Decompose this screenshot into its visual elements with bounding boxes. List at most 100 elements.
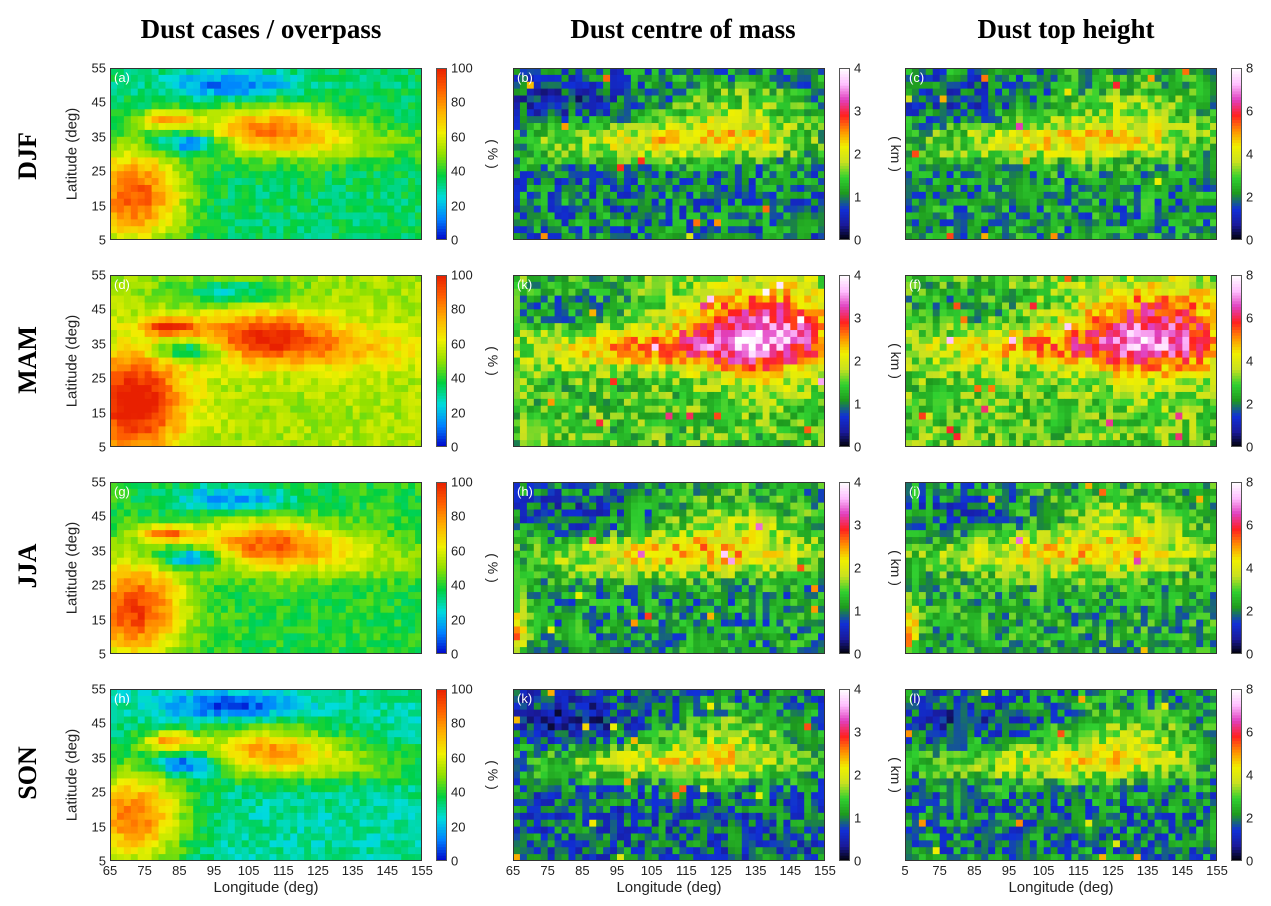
heatmap-cell — [359, 426, 367, 434]
heatmap-cell — [561, 212, 569, 220]
heatmap-cell — [387, 184, 395, 193]
heatmap-cell — [755, 150, 763, 158]
heatmap-cell — [1036, 88, 1045, 96]
heatmap-cell — [700, 219, 708, 227]
heatmap-cell — [179, 309, 187, 317]
heatmap-cell — [290, 309, 298, 317]
heatmap-cell — [1085, 102, 1093, 110]
heatmap-cell — [1085, 219, 1093, 227]
heatmap-cell — [1029, 74, 1038, 83]
colorbar-segment — [436, 128, 447, 132]
heatmap-cell — [255, 330, 263, 338]
heatmap-cell — [1050, 184, 1058, 193]
heatmap-cell — [158, 336, 166, 345]
heatmap-cell — [338, 102, 347, 110]
heatmap-cell — [352, 350, 360, 358]
heatmap-cell — [352, 191, 360, 200]
heatmap-cell — [1099, 171, 1107, 179]
heatmap-cell — [345, 426, 354, 434]
heatmap-cell — [630, 157, 639, 165]
heatmap-cell — [394, 364, 402, 372]
heatmap-cell — [401, 275, 409, 283]
heatmap-cell — [561, 288, 569, 297]
heatmap-cell — [1189, 212, 1197, 220]
heatmap-cell — [165, 198, 173, 206]
heatmap-cell — [179, 357, 187, 365]
heatmap-cell — [1092, 178, 1100, 186]
heatmap-cell — [207, 109, 215, 117]
heatmap-cell — [644, 129, 653, 138]
heatmap-cell — [651, 68, 659, 76]
heatmap-cell — [200, 330, 208, 338]
heatmap-cell — [905, 95, 913, 103]
heatmap-cell — [394, 302, 402, 310]
heatmap-cell — [637, 226, 646, 234]
heatmap-cell — [207, 336, 215, 345]
heatmap-cell — [186, 212, 194, 220]
heatmap-cell — [352, 95, 360, 103]
heatmap-cell — [338, 440, 347, 447]
heatmap-cell — [1002, 205, 1010, 213]
heatmap-cell — [415, 143, 422, 151]
heatmap-cell — [637, 171, 646, 179]
heatmap-cell — [1126, 164, 1135, 172]
heatmap-cell — [290, 129, 298, 138]
heatmap-cell — [394, 357, 402, 365]
heatmap-cell — [714, 219, 722, 227]
heatmap-cell — [1147, 178, 1155, 186]
heatmap-cell — [151, 316, 159, 324]
heatmap-cell — [401, 440, 409, 447]
heatmap-cell — [762, 171, 770, 179]
heatmap-cell — [1078, 171, 1086, 179]
heatmap-cell — [304, 219, 312, 227]
heatmap-cell — [311, 205, 319, 213]
heatmap-cell — [130, 398, 139, 407]
heatmap-cell — [783, 191, 791, 200]
heatmap-cell — [603, 226, 611, 234]
heatmap-cell — [658, 157, 666, 165]
heatmap-cell — [1196, 129, 1204, 138]
heatmap-cell — [234, 171, 243, 179]
heatmap-cell — [116, 323, 125, 331]
heatmap-cell — [596, 143, 604, 151]
heatmap-cell — [1203, 171, 1211, 179]
heatmap-cell — [905, 164, 913, 172]
heatmap-cell — [144, 184, 152, 193]
colorbar-segment — [436, 113, 447, 118]
heatmap-cell — [644, 88, 653, 96]
heatmap-cell — [248, 150, 256, 158]
heatmap-cell — [1078, 184, 1086, 193]
heatmap-cell — [783, 95, 791, 103]
heatmap-cell — [721, 109, 729, 117]
heatmap-cell — [1057, 171, 1065, 179]
heatmap-cell — [130, 281, 139, 290]
heatmap-cell — [1029, 81, 1038, 90]
heatmap-cell — [1015, 219, 1024, 227]
heatmap-cell — [262, 302, 270, 310]
heatmap-cell — [1161, 109, 1169, 117]
heatmap-cell — [1113, 191, 1121, 200]
heatmap-cell — [741, 205, 750, 213]
heatmap-cell — [380, 288, 388, 297]
heatmap-cell — [540, 205, 549, 213]
heatmap-cell — [200, 184, 208, 193]
heatmap-cell — [283, 116, 291, 124]
heatmap-cell — [366, 391, 374, 400]
heatmap-cell — [227, 226, 236, 234]
heatmap-cell — [380, 219, 388, 227]
heatmap-cell — [918, 164, 927, 172]
heatmap-cell — [214, 357, 222, 365]
heatmap-cell — [617, 129, 625, 138]
heatmap-cell — [974, 219, 982, 227]
heatmap-cell — [262, 143, 270, 151]
heatmap-cell — [255, 378, 263, 386]
heatmap-cell — [380, 198, 388, 206]
heatmap-cell — [331, 123, 340, 131]
heatmap-cell — [345, 440, 354, 447]
colorbar-segment — [839, 73, 850, 78]
heatmap-cell — [748, 295, 757, 303]
heatmap-cell — [1140, 143, 1149, 151]
heatmap-cell — [220, 116, 229, 124]
heatmap-cell — [707, 198, 715, 206]
heatmap-cell — [151, 219, 159, 227]
